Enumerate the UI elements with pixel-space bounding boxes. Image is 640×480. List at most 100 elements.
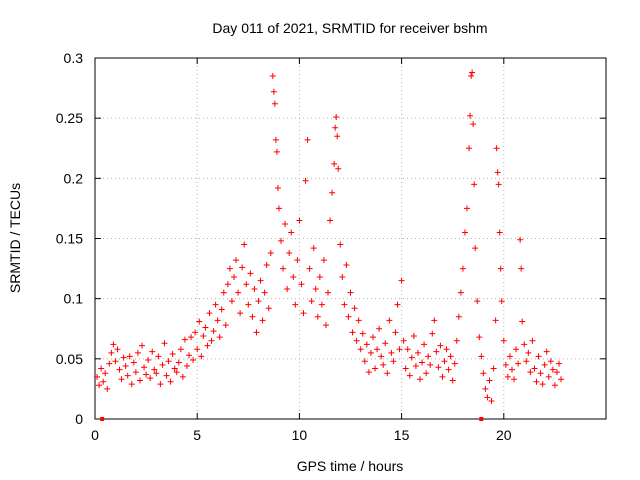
data-point (449, 377, 456, 384)
data-point (314, 313, 321, 320)
data-point (226, 265, 233, 272)
data-point (359, 330, 366, 337)
data-point (322, 322, 329, 329)
data-point (230, 274, 237, 281)
data-point (347, 289, 354, 296)
data-point (143, 371, 150, 378)
data-point (243, 281, 250, 288)
data-point (329, 189, 336, 196)
data-point (396, 346, 403, 353)
data-point (357, 346, 364, 353)
x-tick-label: 10 (292, 427, 308, 443)
data-point (265, 305, 272, 312)
data-point (367, 349, 374, 356)
data-point (551, 382, 558, 389)
data-point (414, 349, 421, 356)
data-point (237, 310, 244, 317)
data-point (339, 274, 346, 281)
data-point (374, 346, 381, 353)
data-point (194, 346, 201, 353)
data-point (247, 270, 254, 277)
data-point (363, 341, 370, 348)
data-point (253, 329, 260, 336)
data-point (132, 369, 139, 376)
data-point (369, 334, 376, 341)
data-point (188, 334, 195, 341)
data-point (216, 334, 223, 341)
data-point (175, 359, 182, 366)
data-point (116, 366, 123, 373)
data-point (167, 378, 174, 385)
y-tick-label: 0.05 (56, 351, 83, 367)
data-point (318, 301, 325, 308)
data-point (333, 113, 340, 120)
data-point (98, 365, 105, 372)
data-point (153, 370, 160, 377)
data-point (316, 274, 323, 281)
data-point (400, 337, 407, 344)
data-point (406, 372, 413, 379)
data-point (378, 353, 385, 360)
data-point (493, 145, 500, 152)
data-point (298, 281, 305, 288)
data-point (425, 353, 432, 360)
data-point (443, 346, 450, 353)
data-point (517, 236, 524, 243)
data-point (539, 381, 546, 388)
data-point (365, 369, 372, 376)
data-point (549, 366, 556, 373)
data-point (183, 363, 190, 370)
data-point (169, 351, 176, 358)
data-point (439, 373, 446, 380)
data-point (241, 241, 248, 248)
data-point (151, 366, 158, 373)
data-point (525, 349, 532, 356)
data-point (471, 181, 478, 188)
data-point (341, 301, 348, 308)
data-point (467, 112, 474, 119)
data-point (334, 133, 341, 140)
data-point (267, 249, 274, 256)
data-point (212, 301, 219, 308)
data-point (410, 332, 417, 339)
data-point (480, 370, 487, 377)
gap-marker (479, 417, 484, 421)
data-point (274, 184, 281, 191)
data-point (380, 361, 387, 368)
data-point (235, 289, 242, 296)
data-point (292, 301, 299, 308)
data-point (459, 265, 466, 272)
data-point (402, 365, 409, 372)
data-point (118, 376, 125, 383)
data-point (453, 337, 460, 344)
data-point (518, 265, 525, 272)
data-point (386, 317, 393, 324)
data-point (196, 318, 203, 325)
data-point (515, 360, 522, 367)
data-point (134, 349, 141, 356)
data-point (327, 217, 334, 224)
data-point (382, 340, 389, 347)
chart-title: Day 011 of 2021, SRMTID for receiver bsh… (212, 20, 487, 36)
y-axis-label: SRMTID / TECUs (7, 183, 23, 293)
data-point (412, 363, 419, 370)
data-point (361, 358, 368, 365)
data-point (521, 341, 528, 348)
x-tick-label: 20 (496, 427, 512, 443)
data-point (290, 274, 297, 281)
data-point (304, 136, 311, 143)
data-point (269, 73, 276, 80)
y-tick-label: 0.1 (64, 291, 84, 307)
data-point (96, 382, 103, 389)
data-point (114, 346, 121, 353)
data-point (447, 353, 454, 360)
data-point (408, 354, 415, 361)
data-point (558, 376, 565, 383)
data-point (474, 298, 481, 305)
data-point (255, 298, 262, 305)
data-point (498, 298, 505, 305)
data-point (173, 369, 180, 376)
data-point (214, 317, 221, 324)
data-point (128, 381, 135, 388)
